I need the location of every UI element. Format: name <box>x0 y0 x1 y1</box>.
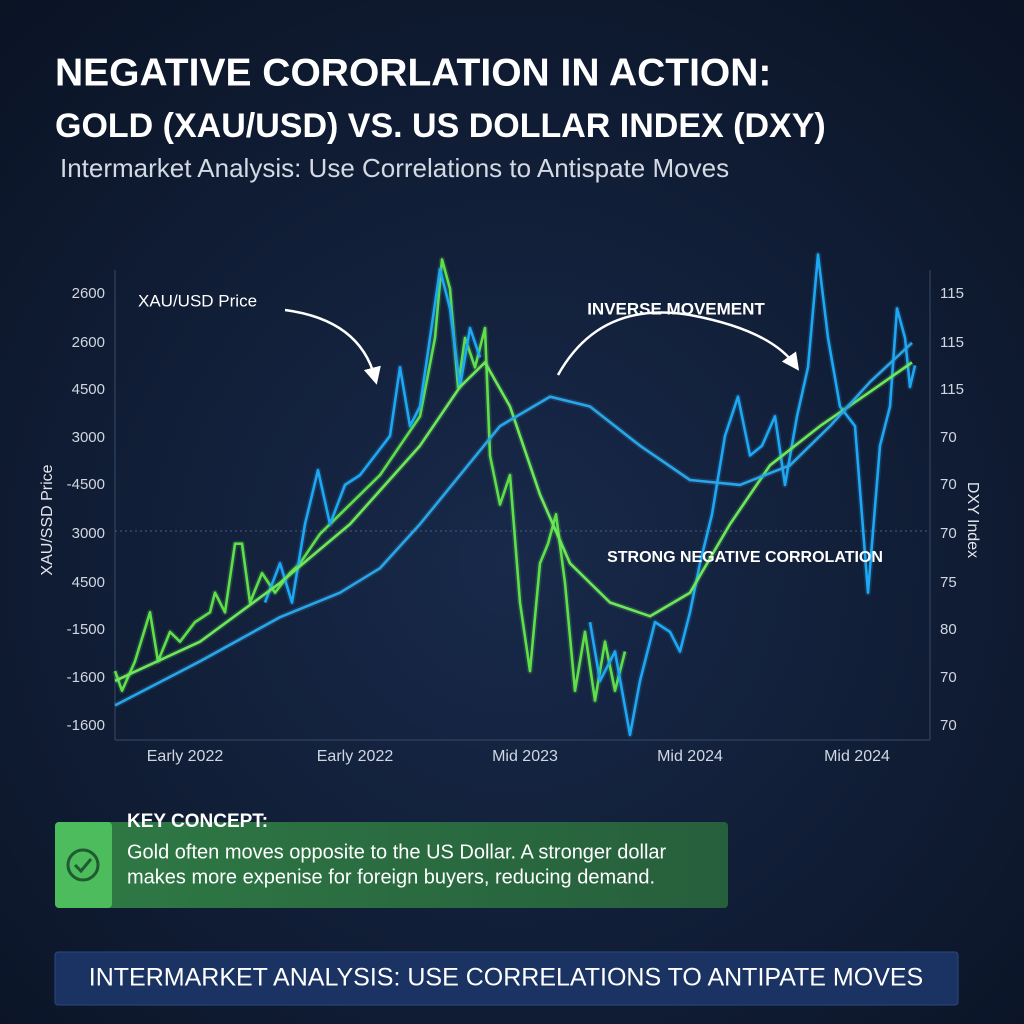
y-tick-label: -1600 <box>67 669 105 686</box>
data-line <box>114 361 913 683</box>
title: NEGATIVE CORORLATION IN ACTION: <box>55 51 771 94</box>
y2-tick-label: 70 <box>940 525 957 542</box>
y2-tick-label: 115 <box>940 334 964 351</box>
annotation-arrow <box>284 308 381 385</box>
key-concept-background <box>55 822 728 908</box>
key-concept-text: makes more expenise for foreign buyers, … <box>127 866 655 888</box>
plot-area <box>112 251 918 738</box>
key-concept-icon-panel <box>55 822 112 908</box>
y-tick-label: 3000 <box>72 429 105 446</box>
key-concept-text: Gold often moves opposite to the US Doll… <box>127 841 667 863</box>
check-icon <box>66 848 100 882</box>
y-tick-label: 3000 <box>72 525 105 542</box>
data-line <box>114 341 913 707</box>
y2-tick-label: 115 <box>940 381 964 398</box>
key-concept-label: KEY CONCEPT: <box>127 811 268 832</box>
y2-axis-title: DXY Index <box>964 482 981 558</box>
annotation: STRONG NEGATIVE CORROLATION <box>607 549 883 566</box>
x-tick-label: Mid 2024 <box>824 748 890 765</box>
y-tick-label: -1600 <box>67 717 105 734</box>
y2-tick-label: 70 <box>940 429 957 446</box>
annotation: XAU/USD Price <box>138 291 257 310</box>
footer-text: INTERMARKET ANALYSIS: USE CORRELATIONS T… <box>89 964 923 992</box>
data-line <box>113 258 627 702</box>
key-concept-box: KEY CONCEPT: Gold often moves opposite t… <box>55 811 728 908</box>
x-tick-label: Mid 2023 <box>492 748 558 765</box>
y2-tick-label: 70 <box>940 717 957 734</box>
subtitle: Intermarket Analysis: Use Correlations t… <box>60 153 729 183</box>
y2-tick-label: 115 <box>940 285 964 302</box>
check-icon <box>73 858 93 874</box>
x-tick-label: Mid 2024 <box>657 748 723 765</box>
footer-banner <box>54 951 959 1006</box>
y-tick-label: 2600 <box>72 334 105 351</box>
y2-tick-label: 70 <box>940 476 957 493</box>
annotation: INVERSE MOVEMENT <box>587 299 765 318</box>
x-tick-label: Early 2022 <box>317 748 394 765</box>
y-tick-label: 2600 <box>72 285 105 302</box>
y-tick-label: -4500 <box>67 476 105 493</box>
y-tick-label: -1500 <box>67 621 105 638</box>
data-line <box>263 253 917 737</box>
y-axis-title: XAU/SSD Price <box>39 464 56 575</box>
y2-tick-label: 75 <box>940 574 957 591</box>
annotation-arrow <box>556 311 800 376</box>
y2-tick-label: 70 <box>940 669 957 686</box>
y2-tick-label: 80 <box>940 621 957 638</box>
title: GOLD (XAU/USD) VS. US DOLLAR INDEX (DXY) <box>55 107 826 145</box>
y-tick-label: 4500 <box>72 574 105 591</box>
x-tick-label: Early 2022 <box>147 748 224 765</box>
y-tick-label: 4500 <box>72 381 105 398</box>
